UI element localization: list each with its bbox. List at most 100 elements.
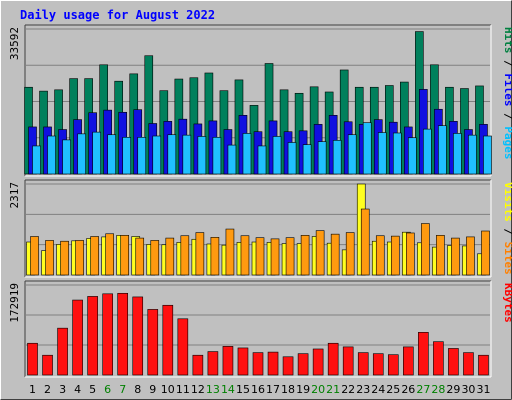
panels: 33592 Hits / Files / Pages 2317 Visits / Si… (8, 24, 512, 378)
bar-hits-pages-day-20 (317, 141, 327, 175)
bar-kbytes-kbytes-day-27 (418, 332, 429, 376)
x-tick-label-day-28: 28 (431, 383, 445, 396)
x-tick-label-day-12: 12 (191, 383, 205, 396)
bar-hits-pages-day-17 (272, 136, 282, 175)
bar-hits-pages-day-7 (122, 137, 132, 175)
bar-kbytes-kbytes-day-8 (132, 296, 144, 376)
bar-visits-sites-day-10 (165, 237, 175, 276)
bar-hits-pages-day-11 (182, 134, 192, 175)
bar-visits-sites-day-21 (330, 233, 340, 276)
bar-kbytes-kbytes-day-29 (448, 348, 459, 376)
bar-hits-pages-day-5 (92, 131, 101, 175)
bar-kbytes-kbytes-day-14 (222, 346, 234, 376)
bar-kbytes-kbytes-day-4 (72, 299, 83, 376)
bar-kbytes-kbytes-day-21 (327, 342, 339, 376)
bar-visits-sites-day-8 (135, 237, 145, 276)
bar-visits-sites-day-16 (255, 237, 265, 276)
bar-kbytes-kbytes-day-31 (478, 354, 489, 376)
bar-kbytes-kbytes-day-26 (403, 346, 414, 376)
panel-visits-y-max-label: 2317 (8, 182, 21, 209)
panel-visits-legend: Visits / Sites (502, 182, 512, 275)
legend-files: Files (502, 73, 512, 106)
bar-hits-pages-day-26 (408, 137, 417, 175)
bar-visits-sites-day-7 (120, 235, 130, 276)
bar-hits-pages-day-6 (107, 134, 116, 175)
x-tick-label-day-3: 3 (59, 383, 66, 396)
bar-visits-sites-day-2 (45, 240, 54, 276)
bar-visits-sites-day-18 (285, 237, 295, 276)
x-tick-label-day-17: 17 (266, 383, 280, 396)
bar-hits-pages-day-18 (287, 142, 297, 175)
panel-hits: 33592 Hits / Files / Pages (8, 24, 512, 177)
x-tick-label-day-31: 31 (476, 383, 490, 396)
bar-hits-pages-day-13 (212, 137, 222, 175)
bar-visits-sites-day-3 (60, 240, 69, 276)
bar-hits-pages-day-25 (392, 132, 402, 175)
bar-kbytes-kbytes-day-19 (297, 353, 309, 376)
bar-visits-sites-day-24 (375, 235, 385, 276)
bar-visits-sites-day-12 (195, 232, 205, 276)
bar-visits-sites-day-31 (481, 230, 490, 276)
bar-hits-pages-day-23 (362, 122, 372, 175)
x-tick-label-day-5: 5 (89, 383, 96, 396)
legend-hits: Hits (502, 27, 512, 54)
chart-title: Daily usage for August 2022 (20, 8, 215, 22)
bar-kbytes-kbytes-day-18 (282, 356, 294, 376)
bar-kbytes-kbytes-day-5 (87, 296, 98, 376)
bar-hits-pages-day-29 (453, 133, 462, 175)
x-tick-label-day-10: 10 (161, 383, 175, 396)
x-tick-label-day-1: 1 (29, 383, 36, 396)
bar-kbytes-kbytes-day-2 (42, 354, 53, 376)
x-tick-label-day-18: 18 (281, 383, 295, 396)
bar-hits-pages-day-19 (302, 144, 312, 175)
x-tick-label-day-27: 27 (416, 383, 430, 396)
x-tick-label-day-8: 8 (134, 383, 141, 396)
bar-kbytes-kbytes-day-22 (342, 346, 354, 376)
legend-sites: Sites (502, 242, 512, 275)
bar-hits-pages-day-8 (137, 137, 147, 175)
bar-hits-pages-day-28 (438, 125, 447, 175)
bar-hits-pages-day-2 (47, 135, 56, 175)
panel-kbytes-legend: KBytes (502, 283, 512, 323)
x-tick-label-day-29: 29 (446, 383, 460, 396)
x-axis-day-labels: 1 2 3 4 5 6 7 8 9 10 11 12 13 14 15 16 17 18 19 20 21 22 23 24 2… (29, 383, 490, 396)
bar-kbytes-kbytes-day-13 (207, 351, 219, 376)
bar-visits-sites-day-4 (75, 240, 84, 276)
legend-separator: / (502, 107, 512, 127)
x-tick-label-day-7: 7 (119, 383, 126, 396)
x-tick-label-day-2: 2 (44, 383, 51, 396)
bar-visits-sites-day-25 (390, 235, 400, 276)
bar-visits-sites-day-14 (225, 228, 235, 276)
bar-kbytes-kbytes-day-20 (312, 348, 324, 376)
bar-visits-sites-day-6 (105, 233, 114, 276)
bar-visits-sites-day-17 (270, 238, 280, 276)
bar-hits-pages-day-12 (197, 136, 207, 175)
bar-kbytes-kbytes-day-9 (147, 309, 159, 376)
bar-hits-pages-day-3 (62, 139, 71, 175)
bar-hits-pages-day-10 (167, 134, 177, 175)
legend-separator: / (502, 54, 512, 74)
bar-hits-pages-day-16 (257, 145, 267, 175)
panel-visits: 2317 Visits / Sites (8, 179, 512, 278)
x-tick-label-day-23: 23 (356, 383, 370, 396)
bar-hits-pages-day-15 (242, 133, 252, 175)
x-tick-label-day-19: 19 (296, 383, 310, 396)
bar-kbytes-kbytes-day-23 (357, 352, 369, 376)
bar-visits-sites-day-26 (406, 232, 415, 276)
x-tick-label-day-14: 14 (221, 383, 235, 396)
x-tick-label-day-16: 16 (251, 383, 265, 396)
bar-hits-pages-day-9 (152, 135, 162, 175)
panel-hits-y-max-label: 33592 (8, 27, 21, 60)
x-tick-label-day-11: 11 (176, 383, 190, 396)
x-tick-label-day-13: 13 (206, 383, 220, 396)
bar-visits-sites-day-28 (436, 235, 445, 276)
x-tick-label-day-24: 24 (371, 383, 385, 396)
panel-kbytes-y-max-label: 172919 (8, 283, 21, 323)
bar-kbytes-kbytes-day-10 (162, 304, 174, 376)
bar-kbytes-kbytes-day-15 (237, 347, 249, 376)
bar-hits-pages-day-22 (347, 134, 357, 175)
legend-visits: Visits (502, 182, 512, 222)
bar-visits-sites-day-19 (300, 235, 310, 276)
bar-visits-sites-day-20 (315, 230, 325, 276)
